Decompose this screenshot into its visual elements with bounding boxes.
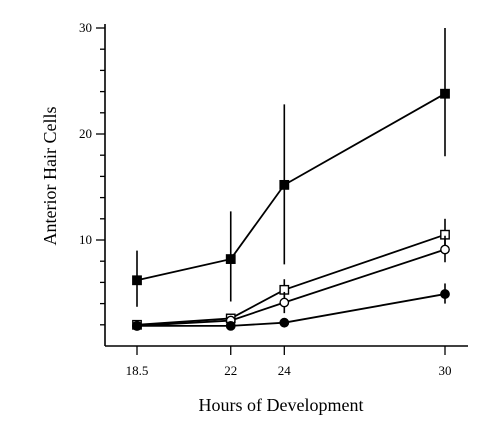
series-filled-circle: [132, 283, 450, 331]
y-axis-label: Anterior Hair Cells: [40, 107, 60, 246]
series-filled-square: [132, 28, 450, 307]
series-line: [136, 233, 446, 326]
data-point: [440, 289, 450, 299]
y-tick-label: 30: [79, 20, 92, 35]
x-ticks: 18.5 22 24 30: [126, 346, 452, 378]
series-line: [136, 92, 446, 282]
y-ticks: 10 20 30: [79, 20, 105, 326]
data-point: [279, 297, 290, 308]
series-line: [137, 293, 446, 327]
series-line: [136, 248, 446, 327]
series-open-square: [132, 218, 450, 330]
data-point: [132, 320, 142, 331]
series-layer: [132, 28, 450, 331]
x-tick-label: 30: [439, 363, 452, 378]
data-point: [225, 320, 236, 331]
axes: [104, 24, 468, 347]
data-point: [440, 88, 450, 99]
x-tick-label: 18.5: [126, 363, 149, 378]
y-tick-label: 20: [79, 126, 92, 141]
data-point: [132, 275, 142, 286]
data-point: [279, 179, 290, 190]
x-tick-label: 24: [278, 363, 292, 378]
y-tick-label: 10: [79, 232, 92, 247]
x-tick-label: 22: [224, 363, 237, 378]
data-point: [440, 244, 450, 255]
data-point: [279, 317, 290, 328]
x-axis-label: Hours of Development: [199, 395, 364, 415]
data-point: [225, 254, 236, 264]
